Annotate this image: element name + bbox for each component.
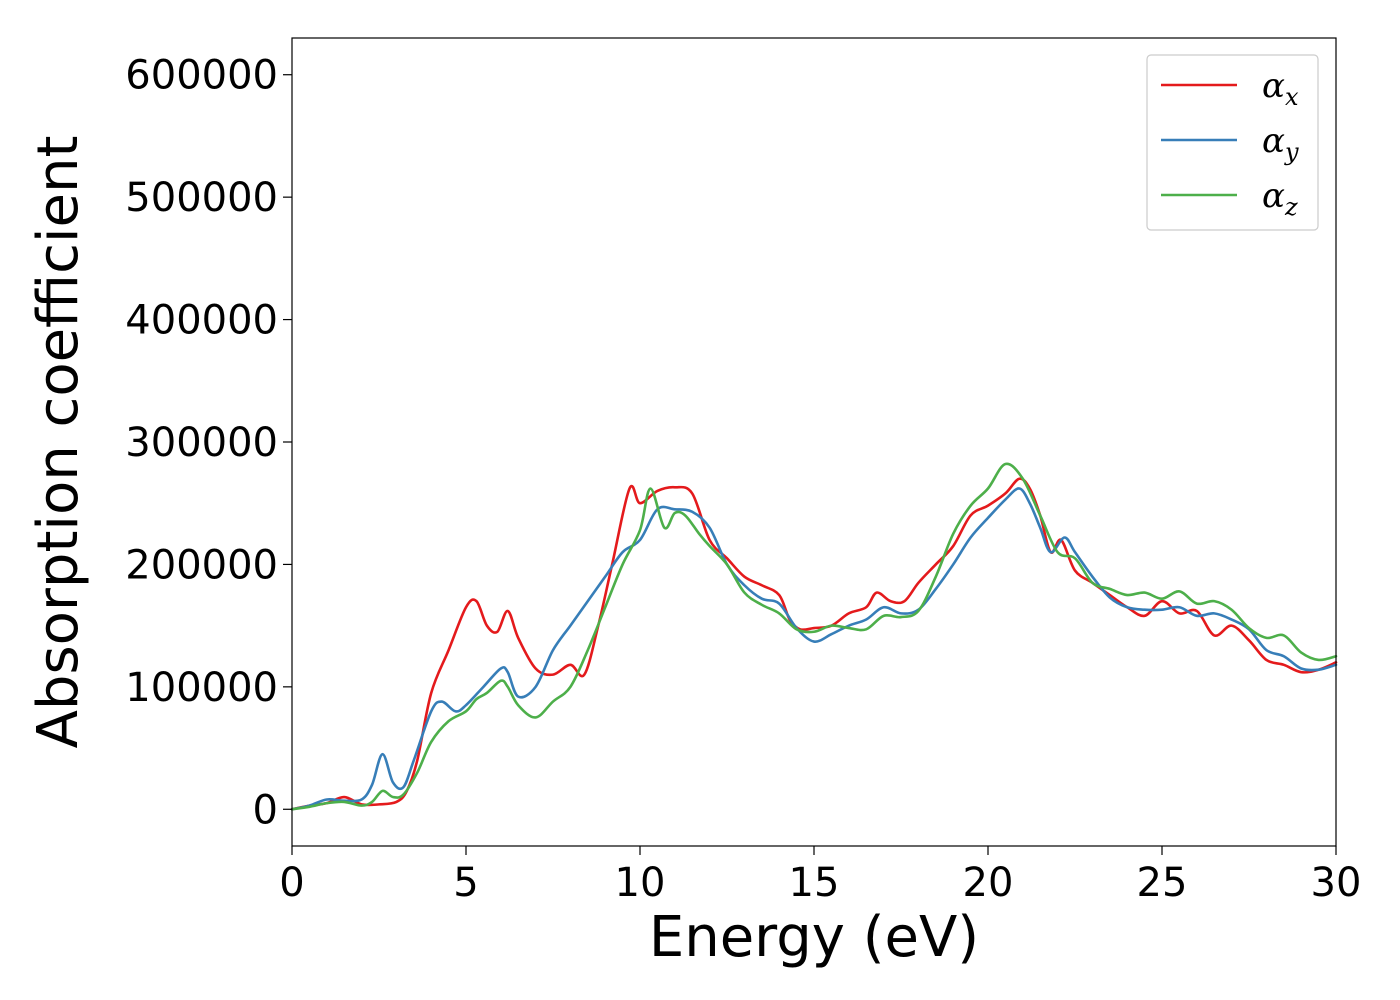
x-tick-label: 0: [279, 860, 304, 906]
y-tick-label: 600000: [125, 53, 278, 99]
legend-label-x: αx: [1262, 66, 1299, 111]
y-tick-label: 400000: [125, 298, 278, 344]
legend-label-y: αy: [1262, 121, 1299, 166]
series-line-x: [290, 477, 1338, 811]
legend-label-z: αz: [1262, 176, 1298, 221]
y-tick-label: 0: [253, 787, 278, 833]
x-axis-ticks: 0 5 10 15 20 25 30: [279, 846, 1361, 906]
x-tick-label: 15: [789, 860, 840, 906]
y-tick-label: 500000: [125, 175, 278, 221]
x-tick-label: 25: [1137, 860, 1188, 906]
y-tick-label: 300000: [125, 420, 278, 466]
y-tick-label: 100000: [125, 665, 278, 711]
legend-box: [1146, 54, 1319, 231]
x-tick-label: 20: [963, 860, 1014, 906]
y-tick-label: 200000: [125, 542, 278, 588]
series-line-z: [290, 462, 1338, 811]
x-tick-label: 5: [453, 860, 478, 906]
legend: αx αy αz: [1146, 54, 1319, 231]
series-layer: [290, 462, 1338, 811]
x-tick-label: 10: [615, 860, 666, 906]
y-axis-label: Absorption coefficient: [26, 136, 91, 749]
y-axis-ticks: 0 100000 200000 300000 400000 500000 600000: [125, 53, 292, 833]
x-tick-label: 30: [1311, 860, 1362, 906]
x-axis-label: Energy (eV): [649, 905, 979, 970]
